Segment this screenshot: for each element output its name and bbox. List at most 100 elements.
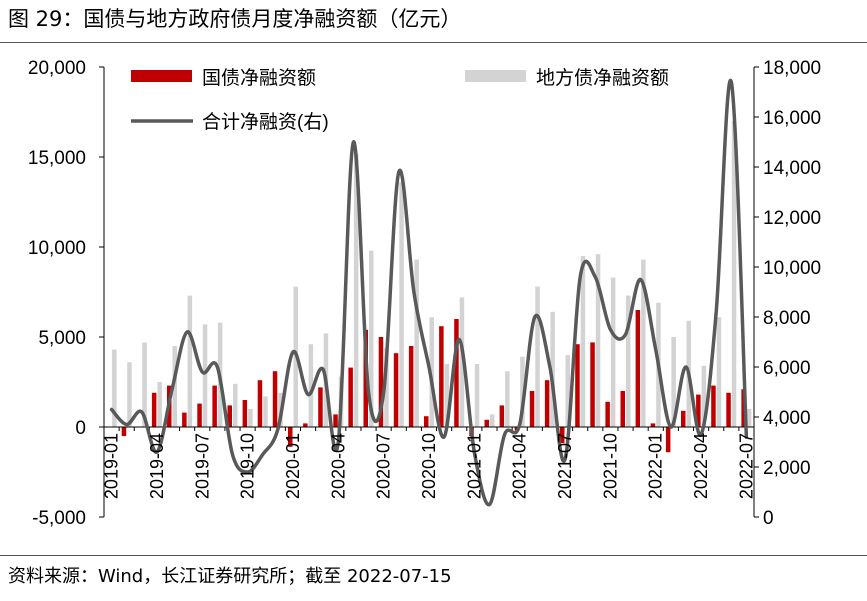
national-debt-bar	[529, 391, 535, 427]
left-tick-label: 5,000	[38, 328, 86, 349]
local-debt-bar	[157, 382, 162, 427]
local-debt-bar	[369, 250, 374, 427]
national-debt-bar	[439, 326, 444, 427]
local-debt-bar	[399, 182, 404, 427]
local-debt-bar	[444, 364, 450, 427]
national-debt-bar	[227, 405, 232, 427]
figure-source: 资料来源：Wind，长江证券研究所；截至 2022-07-15	[8, 566, 452, 587]
local-debt-bar	[505, 371, 510, 427]
local-debt-bar	[580, 256, 586, 427]
national-debt-bar	[393, 353, 399, 427]
legend-label-total: 合计净融资(右)	[202, 111, 329, 133]
local-debt-bar	[384, 347, 389, 427]
local-debt-bar	[459, 297, 465, 427]
left-tick-label: 15,000	[28, 148, 86, 169]
local-debt-bar	[172, 346, 177, 427]
national-debt-bar	[348, 367, 353, 427]
national-debt-bar	[378, 337, 384, 427]
local-debt-bar	[716, 317, 722, 427]
local-debt-bar	[671, 337, 676, 427]
local-debt-bar	[746, 409, 752, 427]
local-debt-bar	[263, 396, 268, 427]
left-tick-label: -5,000	[32, 508, 86, 529]
national-debt-bar	[288, 427, 293, 447]
x-tick-label: 2022-01	[646, 433, 666, 499]
local-debt-bar	[535, 286, 540, 427]
x-tick-label: 2020-01	[283, 433, 303, 499]
local-debt-bar	[490, 414, 495, 427]
x-tick-label: 2022-04	[691, 433, 711, 499]
local-debt-bar	[595, 254, 601, 427]
national-debt-bar	[303, 423, 308, 427]
left-tick-label: 20,000	[28, 58, 86, 79]
right-tick-label: 0	[763, 508, 774, 529]
local-debt-bar	[248, 409, 253, 427]
local-debt-bar	[641, 259, 646, 427]
right-tick-label: 14,000	[763, 158, 821, 179]
national-debt-bar	[151, 392, 157, 427]
x-tick-label: 2021-10	[600, 433, 620, 499]
local-debt-bar	[112, 349, 117, 427]
legend-label-national: 国债净融资额	[202, 67, 316, 89]
net-financing-chart: -5,000 0 5,000 10,000 15,000 20,000 0 2,000 4,00…	[28, 58, 821, 529]
x-tick-label: 2022-07	[736, 433, 756, 499]
national-debt-bar	[560, 427, 565, 444]
local-debt-bar	[127, 362, 132, 427]
local-debt-bar	[353, 153, 359, 427]
right-tick-label: 10,000	[763, 258, 821, 279]
right-tick-label: 12,000	[763, 208, 821, 229]
national-debt-bar	[121, 427, 127, 436]
figure-title: 图 29：国债与地方政府债月度净融资额（亿元）	[8, 7, 462, 31]
national-debt-bar	[635, 310, 641, 427]
local-debt-bar	[474, 364, 480, 427]
source-divider	[0, 555, 867, 556]
local-debt-bar	[626, 295, 631, 427]
national-debt-bar	[242, 400, 248, 427]
local-debt-bar	[142, 342, 147, 427]
local-debt-bar	[233, 383, 238, 427]
national-debt-bar	[197, 403, 202, 427]
x-tick-label: 2019-04	[147, 433, 167, 499]
right-tick-label: 4,000	[763, 408, 811, 429]
national-debt-bar	[620, 391, 625, 427]
right-tick-label: 8,000	[763, 308, 811, 329]
local-debt-bar	[701, 365, 707, 427]
national-debt-bar	[257, 380, 263, 427]
national-debt-bar	[575, 344, 580, 427]
local-debt-bar	[610, 277, 616, 427]
x-tick-label: 2020-10	[419, 433, 439, 499]
national-debt-bar	[408, 346, 414, 427]
left-tick-label: 0	[75, 418, 86, 439]
local-debt-bar	[565, 355, 570, 427]
local-debt-bar	[731, 121, 737, 427]
right-tick-label: 18,000	[763, 58, 821, 79]
x-tick-label: 2019-07	[192, 433, 212, 499]
local-debt-bar	[202, 324, 208, 427]
national-debt-bar	[182, 412, 187, 427]
local-debt-bar	[308, 344, 314, 427]
x-tick-label: 2021-01	[464, 433, 484, 499]
x-tick-label: 2019-01	[102, 433, 122, 499]
national-debt-bar	[544, 380, 550, 427]
national-debt-bar	[650, 423, 656, 427]
right-tick-label: 2,000	[763, 458, 811, 479]
national-debt-bar	[726, 392, 731, 427]
legend-swatch-national	[131, 70, 192, 82]
local-debt-bar	[520, 356, 525, 427]
x-tick-label: 2021-07	[555, 433, 575, 499]
total-financing-line	[109, 78, 749, 507]
local-debt-bar	[550, 311, 555, 427]
national-debt-bar	[711, 385, 716, 427]
legend-swatch-local	[465, 70, 526, 82]
left-tick-label: 10,000	[28, 238, 86, 259]
x-tick-label: 2020-04	[328, 433, 348, 499]
right-tick-label: 16,000	[763, 108, 821, 129]
national-debt-bar	[272, 371, 278, 427]
right-tick-label: 6,000	[763, 358, 811, 379]
national-debt-bar	[454, 319, 459, 427]
national-debt-bar	[499, 405, 505, 427]
national-debt-bar	[605, 401, 610, 427]
national-debt-bar	[333, 414, 338, 427]
local-debt-bar	[414, 259, 419, 427]
x-tick-label: 2019-10	[238, 433, 258, 499]
